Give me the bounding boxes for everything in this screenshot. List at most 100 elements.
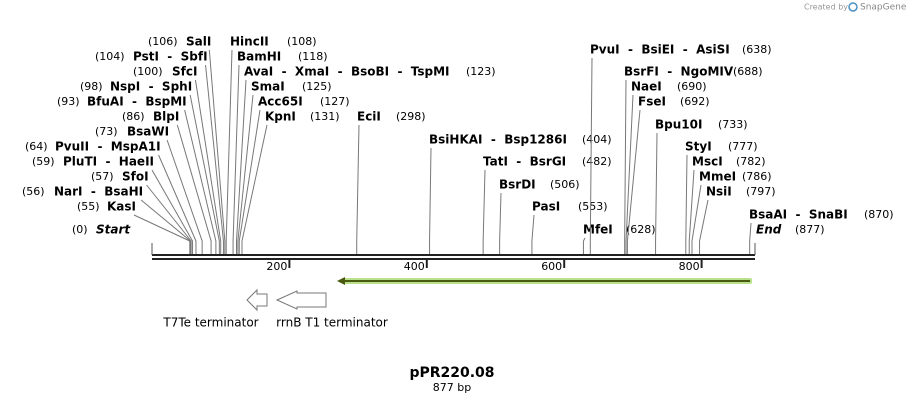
site-name: AvaI - XmaI - BsoBI - TspMI bbox=[244, 65, 450, 79]
site-name: Start bbox=[96, 223, 131, 237]
scale-label: 600 bbox=[541, 260, 562, 273]
site-position: (506) bbox=[550, 178, 580, 191]
scale-label: 400 bbox=[404, 260, 425, 273]
site-leader bbox=[626, 109, 641, 254]
logo bbox=[848, 2, 858, 12]
site-name: BsrFI - NgoMIV bbox=[624, 65, 734, 79]
site-position: (98) bbox=[80, 80, 103, 93]
site-leader bbox=[429, 147, 432, 254]
site-name: HincII bbox=[230, 35, 269, 49]
site-position: (118) bbox=[298, 50, 328, 63]
site-leader bbox=[237, 94, 254, 254]
feature-label: rrnB T1 terminator bbox=[276, 316, 388, 330]
t7te-arrow bbox=[246, 288, 268, 312]
scale-label: 200 bbox=[266, 260, 287, 273]
site-leader bbox=[238, 109, 261, 254]
site-leader bbox=[140, 199, 191, 254]
site-leader bbox=[688, 169, 695, 254]
site-position: (64) bbox=[25, 140, 48, 153]
feature-label: T7Te terminator bbox=[162, 316, 258, 330]
site-position: (108) bbox=[287, 35, 317, 48]
site-leader bbox=[685, 154, 688, 254]
site-name: PasI bbox=[532, 200, 560, 214]
site-position: (628) bbox=[626, 223, 656, 236]
site-name: BamHI bbox=[237, 50, 281, 64]
site-name: SfcI bbox=[172, 65, 197, 79]
site-leader bbox=[146, 184, 192, 254]
site-leader bbox=[208, 49, 226, 254]
site-leader bbox=[194, 79, 222, 254]
site-leader bbox=[691, 184, 702, 254]
site-name: SalI bbox=[186, 35, 211, 49]
site-position: (553) bbox=[578, 200, 608, 213]
site-name: PvuII - MspA1I bbox=[55, 140, 161, 154]
site-position: (692) bbox=[680, 95, 710, 108]
site-position: (125) bbox=[302, 80, 332, 93]
site-name: TatI - BsrGI bbox=[483, 155, 566, 169]
brand: SnapGene bbox=[860, 3, 907, 13]
site-name: FseI bbox=[638, 95, 666, 109]
site-leader bbox=[151, 169, 194, 254]
site-leader bbox=[241, 124, 268, 254]
site-name: End bbox=[756, 223, 782, 237]
feature-arrowhead bbox=[337, 277, 345, 285]
site-leader bbox=[166, 139, 203, 254]
site-name: PvuI - BsiEI - AsiSI bbox=[590, 43, 730, 57]
scale-label: 800 bbox=[679, 260, 700, 273]
site-name: Acc65I bbox=[258, 95, 303, 109]
site-name: EciI bbox=[357, 110, 381, 124]
site-leader bbox=[655, 132, 658, 254]
site-position: (59) bbox=[32, 155, 55, 168]
map-length: 877 bp bbox=[433, 381, 471, 394]
site-position: (127) bbox=[320, 95, 350, 108]
site-leader bbox=[624, 79, 627, 254]
site-position: (786) bbox=[742, 170, 772, 183]
map-title: pPR220.08 bbox=[409, 365, 494, 381]
site-name: MfeI bbox=[583, 223, 613, 237]
site-position: (482) bbox=[582, 155, 612, 168]
site-position: (104) bbox=[95, 50, 125, 63]
site-position: (55) bbox=[77, 200, 100, 213]
site-name: BfuAI - BspMI bbox=[87, 95, 187, 109]
site-position: (782) bbox=[736, 155, 766, 168]
site-position: (56) bbox=[22, 185, 45, 198]
site-leader bbox=[589, 57, 593, 254]
site-name: StyI bbox=[685, 140, 712, 154]
site-position: (733) bbox=[718, 118, 748, 131]
site-leader bbox=[749, 222, 752, 254]
site-position: (0) bbox=[72, 223, 88, 236]
site-position: (86) bbox=[122, 110, 145, 123]
site-leader bbox=[356, 124, 360, 254]
site-name: MmeI bbox=[699, 170, 736, 184]
site-leader bbox=[625, 94, 634, 254]
site-leader bbox=[531, 214, 535, 254]
site-position: (131) bbox=[310, 110, 340, 123]
site-position: (404) bbox=[582, 133, 612, 146]
site-name: Bpu10I bbox=[655, 118, 702, 132]
rrnb-arrow bbox=[275, 290, 327, 310]
site-leader bbox=[236, 79, 247, 254]
site-position: (797) bbox=[746, 185, 776, 198]
site-name: BsiHKAI - Bsp1286I bbox=[429, 133, 567, 147]
site-position: (57) bbox=[91, 170, 114, 183]
site-name: PstI - SbfI bbox=[133, 50, 208, 64]
site-position: (106) bbox=[148, 35, 178, 48]
site-position: (123) bbox=[466, 65, 496, 78]
site-name: NspI - SphI bbox=[110, 80, 192, 94]
site-position: (638) bbox=[742, 43, 772, 56]
site-leader bbox=[499, 192, 502, 254]
site-position: (73) bbox=[95, 125, 118, 138]
site-position: (877) bbox=[795, 223, 825, 236]
site-leader bbox=[699, 199, 709, 254]
site-leader bbox=[176, 124, 212, 254]
site-leader bbox=[189, 94, 220, 254]
site-name: NsiI bbox=[706, 185, 732, 199]
site-name: BlpI bbox=[153, 110, 179, 124]
site-position: (870) bbox=[864, 208, 894, 221]
site-name: BsrDI bbox=[499, 178, 536, 192]
site-position: (688) bbox=[733, 65, 763, 78]
site-position: (690) bbox=[677, 80, 707, 93]
site-leader bbox=[232, 64, 240, 254]
site-name: NarI - BsaHI bbox=[54, 185, 143, 199]
